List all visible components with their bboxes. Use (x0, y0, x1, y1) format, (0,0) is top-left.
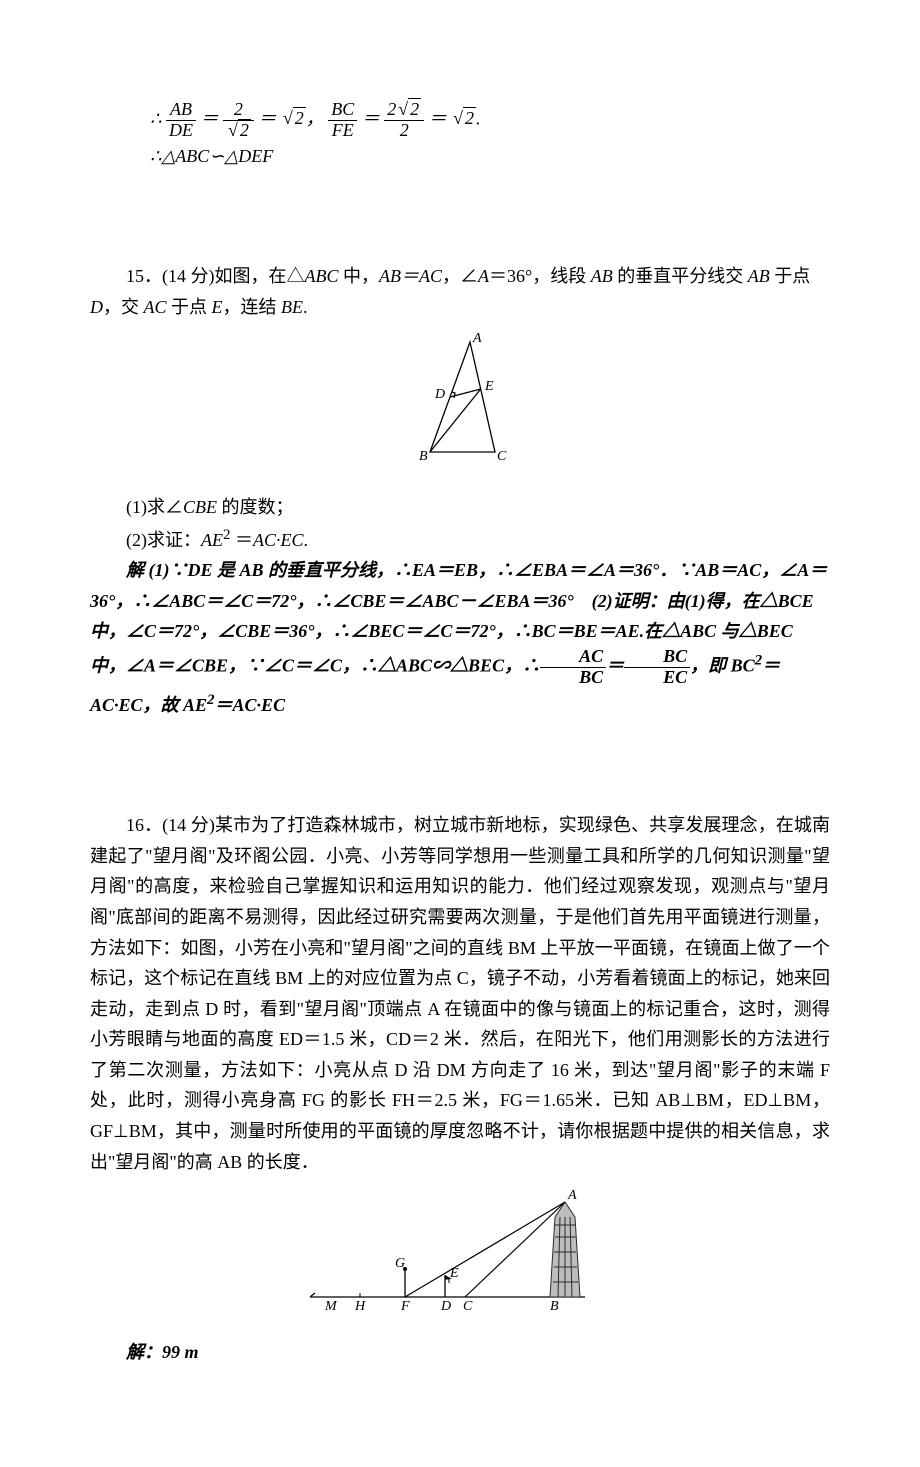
text: 15．(14 分)如图，在△ (126, 266, 305, 286)
q15-part1: (1)求∠CBE 的度数； (90, 492, 830, 523)
eq: ＝ (258, 108, 276, 128)
q15-answer: 解 (1)∵DE 是 AB 的垂直平分线，∴EA＝EB，∴∠EBA＝∠A＝36°… (90, 555, 830, 720)
var-e: E (212, 297, 223, 317)
frac-den: BC (540, 668, 606, 688)
var-cbe: CBE (183, 497, 217, 517)
var-ae: AE (201, 530, 223, 550)
sqrt-2-b: √2 (451, 103, 476, 134)
label-c: C (497, 449, 507, 464)
var-ab2: AB (748, 266, 770, 286)
frac-den: EC (624, 668, 690, 688)
frac-bc-ec: BCEC (624, 647, 690, 688)
text: . (304, 530, 309, 550)
label-b: B (419, 449, 428, 464)
eq: ＝ (362, 108, 380, 128)
text: (1)求∠ (126, 497, 183, 517)
sqrt-2-a: √2 (281, 103, 306, 134)
var-d: D (90, 297, 103, 317)
text: ，交 (103, 297, 144, 317)
top-math-line-2: ∴△ABC∽△DEF (150, 141, 830, 172)
frac-den: FE (328, 121, 357, 141)
period: . (476, 108, 481, 128)
var-be: BE (281, 297, 303, 317)
triangle-svg: A B C D E (375, 332, 545, 472)
comma: ， (306, 108, 324, 128)
frac-num: AB (166, 100, 196, 121)
frac-num: AC (540, 647, 606, 668)
label-a: A (567, 1188, 577, 1203)
frac-num: BC (624, 647, 690, 668)
frac-num: 2√2 (384, 100, 424, 121)
page: ∴ AB DE ＝ 2 √2 ＝ √2， BC FE ＝ 2√2 2 ＝ √2.… (0, 0, 920, 1467)
spacer (90, 171, 830, 261)
text: 于点 (770, 266, 811, 286)
top-math-line-1: ∴ AB DE ＝ 2 √2 ＝ √2， BC FE ＝ 2√2 2 ＝ √2. (150, 100, 830, 141)
var-acec: AC·EC (253, 530, 304, 550)
q15-stem-line2: D，交 AC 于点 E，连结 BE. (90, 292, 830, 323)
text: . (303, 297, 308, 317)
text: ，即 BC (690, 655, 755, 675)
label-e: E (484, 379, 494, 394)
text: 中， (339, 266, 380, 286)
text: 的垂直平分线交 (613, 266, 748, 286)
label-a: A (472, 332, 482, 346)
frac-2root2-2: 2√2 2 (384, 100, 424, 141)
var-ab: AB (591, 266, 613, 286)
text: 的度数； (217, 497, 294, 517)
frac-2-root2: 2 √2 (223, 100, 254, 141)
var-a: A (478, 266, 489, 286)
q15-figure: A B C D E (90, 332, 830, 482)
var-abc: ABC (305, 266, 339, 286)
spacer (90, 720, 830, 810)
q16-answer: 解：99 m (90, 1337, 830, 1368)
text: (2)求证： (126, 530, 201, 550)
frac-ab-de: AB DE (166, 100, 196, 141)
frac-bc-fe: BC FE (328, 100, 357, 141)
text: 于点 (167, 297, 212, 317)
frac-den: √2 (223, 121, 254, 141)
sup-2: 2 (223, 527, 231, 543)
q15-part2: (2)求证：AE2 ＝AC·EC. (90, 523, 830, 556)
frac-ac-bc: ACBC (540, 647, 606, 688)
eq: ＝ (606, 655, 624, 675)
text: ，连结 (223, 297, 282, 317)
text: ，∠ (442, 266, 478, 286)
label-g: G (395, 1256, 405, 1271)
label-e: E (449, 1266, 459, 1281)
frac-den: 2 (384, 121, 424, 141)
frac-den: DE (166, 121, 196, 141)
tower-svg: A B C D E F G H M (295, 1187, 625, 1317)
label-d: D (434, 387, 445, 402)
frac-num: 2 (223, 100, 254, 121)
therefore-1: ∴ (150, 108, 161, 128)
eq: ＝ (200, 108, 218, 128)
text: ＝AC·EC (215, 695, 286, 715)
frac-num: BC (328, 100, 357, 121)
sup-2: 2 (755, 652, 763, 668)
q15-stem: 15．(14 分)如图，在△ABC 中，AB＝AC，∠A＝36°，线段 AB 的… (90, 261, 830, 292)
q16-figure: A B C D E F G H M (90, 1187, 830, 1327)
similar-conclusion: ∴△ABC∽△DEF (150, 146, 273, 166)
eq: ＝ (429, 108, 447, 128)
var-ac: AC (144, 297, 167, 317)
text: ＝36°，线段 (489, 266, 591, 286)
var-abac: AB＝AC (379, 266, 442, 286)
q16-stem: 16．(14 分)某市为了打造森林城市，树立城市新地标，实现绿色、共享发展理念，… (90, 810, 830, 1177)
sup-2: 2 (207, 692, 215, 708)
text: ＝ (231, 530, 254, 550)
